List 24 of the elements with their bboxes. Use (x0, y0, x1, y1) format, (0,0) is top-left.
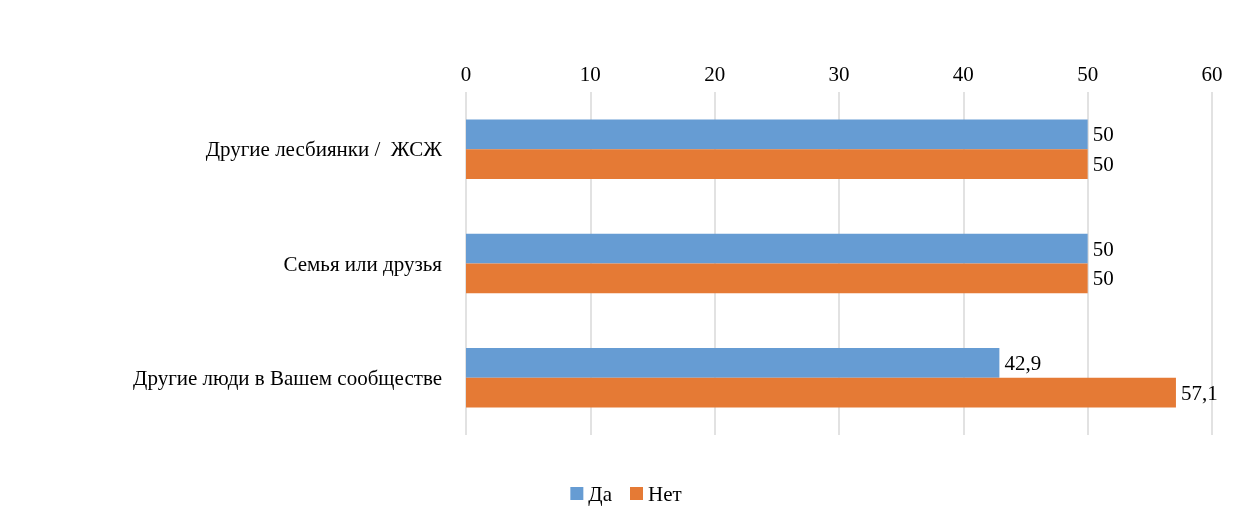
data-label: 50 (1092, 152, 1114, 177)
bar (466, 348, 1000, 378)
x-tick-label: 20 (704, 61, 726, 86)
data-label: 50 (1092, 236, 1114, 261)
data-label: 50 (1092, 266, 1114, 291)
bar (466, 119, 1088, 150)
x-tick-label: 10 (579, 61, 601, 86)
y-tick-label: Другие люди в Вашем сообществе (133, 365, 442, 390)
data-label: 50 (1092, 122, 1114, 147)
y-tick-label: Семья или друзья (283, 251, 443, 276)
x-tick-label: 40 (952, 61, 974, 86)
bar (466, 263, 1088, 294)
legend-label: Да (588, 481, 613, 506)
data-label: 57,1 (1180, 380, 1218, 405)
legend-label: Нет (647, 481, 682, 506)
bar (466, 149, 1088, 179)
x-tick-label: 0 (460, 61, 472, 86)
data-label: 42,9 (1004, 350, 1042, 375)
x-tick-label: 60 (1201, 61, 1223, 86)
x-tick-label: 30 (828, 61, 850, 86)
bar (466, 377, 1176, 408)
bar (466, 233, 1088, 264)
y-tick-label: Другие лесбиянки / ЖСЖ (205, 137, 443, 162)
x-tick-label: 50 (1077, 61, 1099, 86)
